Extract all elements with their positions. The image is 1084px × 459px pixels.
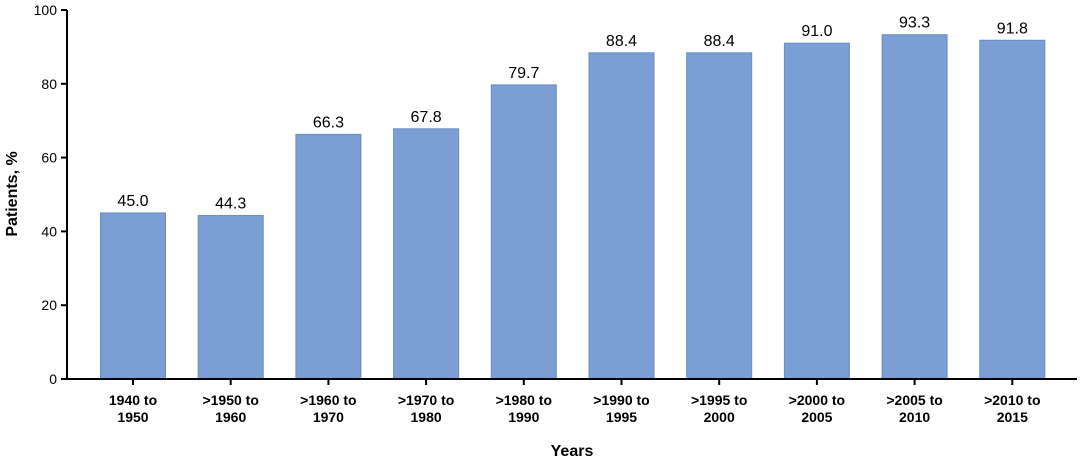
x-tick-label-2-line-2: 1960 [215, 409, 246, 425]
x-tick-label-6-line-1: >1990 to [593, 392, 649, 408]
bar-8 [783, 42, 850, 380]
x-tick-label-8-line-2: 2005 [801, 409, 832, 425]
y-tick-label-0: 0 [49, 371, 57, 387]
x-tick-label-3-line-1: >1960 to [300, 392, 356, 408]
data-label-9: 93.3 [899, 15, 930, 32]
x-tick-label-3-line-2: 1970 [313, 409, 344, 425]
bar-5 [490, 84, 557, 380]
x-tick-label-10-line-2: 2015 [997, 409, 1028, 425]
y-axis-title: Patients, % [4, 151, 21, 236]
x-tick-label-6-line-2: 1995 [606, 409, 637, 425]
x-tick-label-1-line-2: 1950 [117, 409, 148, 425]
bar-10 [979, 39, 1046, 380]
y-tick-label-20: 20 [41, 297, 57, 313]
x-tick-label-7-line-1: >1995 to [691, 392, 747, 408]
x-tick-label-2-line-1: >1950 to [202, 392, 258, 408]
bar-7 [686, 52, 753, 380]
x-axis-title: Years [551, 443, 594, 459]
bar-9 [881, 34, 948, 380]
bar-4 [393, 128, 460, 380]
bar-2 [197, 215, 264, 380]
data-label-6: 88.4 [606, 33, 637, 50]
x-tick-label-4-line-1: >1970 to [398, 392, 454, 408]
data-label-8: 91.0 [801, 23, 832, 40]
y-tick-label-40: 40 [41, 223, 57, 239]
x-tick-label-8-line-1: >2000 to [789, 392, 845, 408]
data-label-5: 79.7 [508, 65, 539, 82]
data-label-10: 91.8 [997, 20, 1028, 37]
x-tick-label-1-line-1: 1940 to [109, 392, 157, 408]
data-label-2: 44.3 [215, 196, 246, 213]
data-label-7: 88.4 [704, 33, 735, 50]
y-tick-label-80: 80 [41, 76, 57, 92]
x-tick-label-9-line-1: >2005 to [886, 392, 942, 408]
bar-3 [295, 133, 362, 380]
data-label-1: 45.0 [117, 193, 148, 210]
data-label-4: 67.8 [411, 109, 442, 126]
bar-1 [100, 212, 166, 380]
x-tick-label-5-line-2: 1990 [508, 409, 539, 425]
y-tick-label-100: 100 [34, 2, 58, 18]
x-tick-label-4-line-2: 1980 [411, 409, 442, 425]
value-labels-group: 45.0 44.3 66.3 67.8 79.7 88.4 88.4 91.0 93.3 91.8 [117, 15, 1028, 213]
x-tick-label-7-line-2: 2000 [704, 409, 735, 425]
y-tick-label-60: 60 [41, 150, 57, 166]
bar-6 [588, 52, 655, 380]
x-tick-label-9-line-2: 2010 [899, 409, 930, 425]
y-axis: 0 20 40 60 80 100 [34, 2, 68, 387]
bars-group [100, 34, 1046, 380]
x-tick-label-5-line-1: >1980 to [496, 392, 552, 408]
x-tick-label-10-line-1: >2010 to [984, 392, 1040, 408]
data-label-3: 66.3 [313, 114, 344, 131]
